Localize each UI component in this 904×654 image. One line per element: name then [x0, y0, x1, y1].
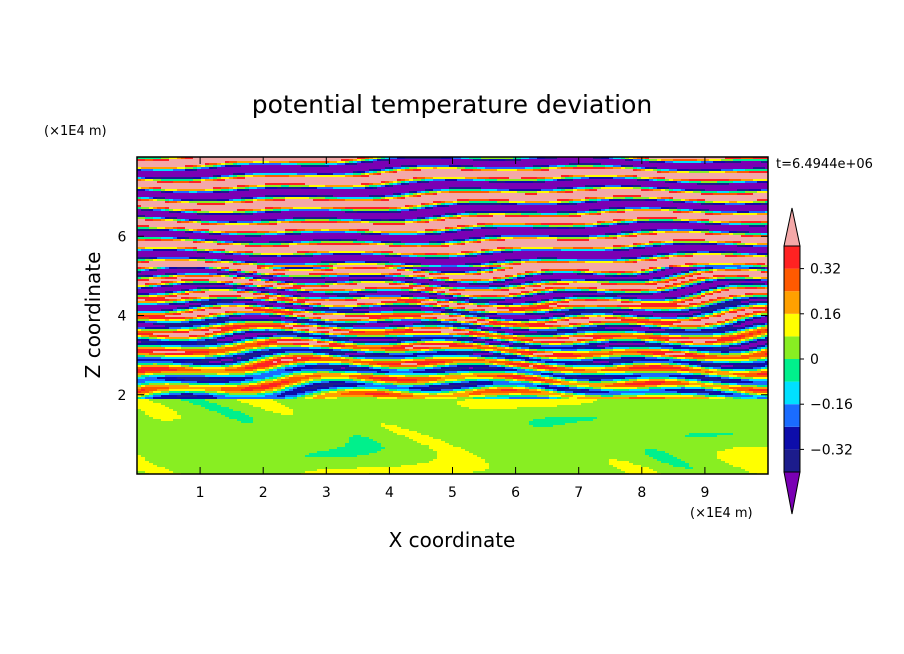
- colorbar-swatch: [784, 382, 800, 405]
- x-axis-label: X coordinate: [389, 528, 516, 552]
- colorbar-tick-label: 0.16: [810, 307, 841, 323]
- x-unit-label: (×1E4 m): [690, 506, 753, 521]
- chart-title: potential temperature deviation: [252, 90, 652, 119]
- x-tick-label: 6: [511, 485, 520, 501]
- x-tick-label: 2: [259, 485, 268, 501]
- colorbar-swatch: [784, 246, 800, 269]
- y-tick-label: 4: [118, 309, 127, 325]
- colorbar-swatch: [784, 404, 800, 427]
- x-tick-label: 9: [700, 485, 709, 501]
- colorbar-tick-label: 0.32: [810, 262, 841, 278]
- colorbar: 0.32 0.16 0 −0.16 −0.32: [784, 208, 853, 514]
- colorbar-swatch: [784, 336, 800, 359]
- y-unit-label: (×1E4 m): [44, 124, 107, 139]
- colorbar-tick-label: 0: [810, 352, 819, 368]
- x-tick-label: 3: [322, 485, 331, 501]
- y-axis-label: Z coordinate: [81, 252, 105, 379]
- colorbar-tick-label: −0.16: [810, 397, 853, 413]
- x-tick-label: 1: [196, 485, 205, 501]
- colorbar-swatch: [784, 427, 800, 450]
- y-tick-label: 2: [118, 388, 127, 404]
- time-label: t=6.4944e+06: [776, 157, 873, 172]
- colorbar-swatch: [784, 449, 800, 472]
- y-tick-label: 6: [118, 229, 127, 245]
- x-tick-label: 5: [448, 485, 457, 501]
- colorbar-swatch: [784, 359, 800, 382]
- x-tick-label: 8: [637, 485, 646, 501]
- colorbar-swatch: [784, 269, 800, 292]
- heatmap-field: [137, 157, 769, 475]
- colorbar-swatch: [784, 291, 800, 314]
- x-tick-label: 4: [385, 485, 394, 501]
- colorbar-swatch: [784, 314, 800, 337]
- colorbar-under-arrow: [784, 472, 800, 514]
- colorbar-tick-label: −0.32: [810, 442, 853, 458]
- colorbar-over-arrow: [784, 208, 800, 246]
- x-tick-label: 7: [574, 485, 583, 501]
